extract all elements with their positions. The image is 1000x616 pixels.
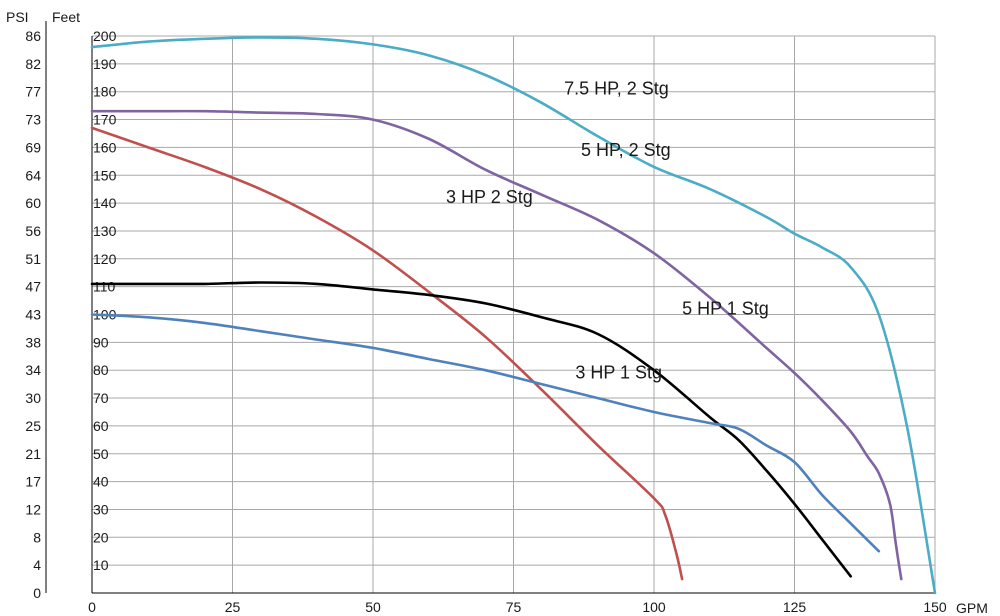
psi-unit-label: PSI	[6, 9, 29, 25]
curve-3-hp-2-stg	[90, 126, 684, 581]
curve-5-hp-2-stg	[90, 109, 903, 581]
feet-tick-label: 40	[93, 474, 109, 490]
x-tick-label: 150	[923, 599, 947, 615]
x-tick-label: 125	[783, 599, 807, 615]
psi-tick-label: 34	[25, 362, 41, 378]
psi-tick-label: 69	[25, 139, 41, 155]
curve-3-hp-1-stg	[90, 313, 881, 553]
psi-tick-label: 64	[25, 167, 41, 183]
psi-tick-label: 0	[33, 585, 41, 601]
feet-tick-label: 180	[93, 84, 117, 100]
psi-tick-label: 77	[25, 84, 41, 100]
series-layer	[90, 36, 937, 595]
curve-5-hp-1-stg	[90, 281, 852, 578]
feet-tick-label: 140	[93, 195, 117, 211]
psi-tick-label: 21	[25, 446, 41, 462]
feet-tick-label: 190	[93, 56, 117, 72]
psi-tick-label: 47	[25, 279, 41, 295]
psi-tick-label: 56	[25, 223, 41, 239]
feet-tick-label: 90	[93, 334, 109, 350]
feet-tick-label: 60	[93, 418, 109, 434]
psi-tick-label: 30	[25, 390, 41, 406]
curve-labels: 7.5 HP, 2 Stg 5 HP, 2 Stg 3 HP 2 Stg 5 HP 1…	[446, 78, 769, 382]
psi-tick-label: 17	[25, 474, 41, 490]
psi-tick-label: 82	[25, 56, 41, 72]
feet-tick-label: 150	[93, 167, 117, 183]
tick-labels: 0 25 50 75 100 125 150102030405060708090100110…	[25, 28, 946, 615]
feet-tick-label: 130	[93, 223, 117, 239]
feet-tick-label: 50	[93, 446, 109, 462]
curve-label-3-hp-1-stg: 3 HP 1 Stg	[575, 363, 662, 383]
psi-tick-label: 60	[25, 195, 41, 211]
curve-label-5-hp-1-stg: 5 HP 1 Stg	[682, 299, 769, 319]
psi-tick-label: 86	[25, 28, 41, 44]
feet-tick-label: 200	[93, 28, 117, 44]
x-tick-label: 0	[88, 599, 96, 615]
psi-tick-label: 43	[25, 307, 41, 323]
feet-tick-label: 160	[93, 139, 117, 155]
psi-tick-label: 8	[33, 529, 41, 545]
feet-tick-label: 70	[93, 390, 109, 406]
x-tick-label: 75	[506, 599, 522, 615]
curve-label-3-hp-2-stg: 3 HP 2 Stg	[446, 187, 533, 207]
psi-tick-label: 51	[25, 251, 41, 267]
x-tick-label: 100	[642, 599, 666, 615]
grid	[92, 35, 936, 593]
feet-tick-label: 30	[93, 501, 109, 517]
curve-label-5-hp-2-stg: 5 HP, 2 Stg	[581, 140, 671, 160]
psi-tick-label: 73	[25, 112, 41, 128]
feet-tick-label: 170	[93, 112, 117, 128]
feet-tick-label: 120	[93, 251, 117, 267]
curve-label-7-5-hp-2-stg: 7.5 HP, 2 Stg	[564, 78, 669, 98]
feet-tick-label: 80	[93, 362, 109, 378]
x-tick-label: 50	[365, 599, 381, 615]
psi-tick-label: 25	[25, 418, 41, 434]
psi-tick-label: 12	[25, 501, 41, 517]
x-tick-label: 25	[225, 599, 241, 615]
axes	[45, 21, 935, 594]
feet-tick-label: 110	[93, 279, 116, 295]
feet-unit-label: Feet	[52, 9, 80, 25]
psi-tick-label: 38	[25, 334, 41, 350]
feet-tick-label: 20	[93, 529, 109, 545]
psi-tick-label: 4	[33, 557, 41, 573]
curve-7-5-hp-2-stg	[90, 36, 937, 595]
feet-tick-label: 10	[93, 557, 109, 573]
gpm-unit-label: GPM	[956, 600, 988, 616]
